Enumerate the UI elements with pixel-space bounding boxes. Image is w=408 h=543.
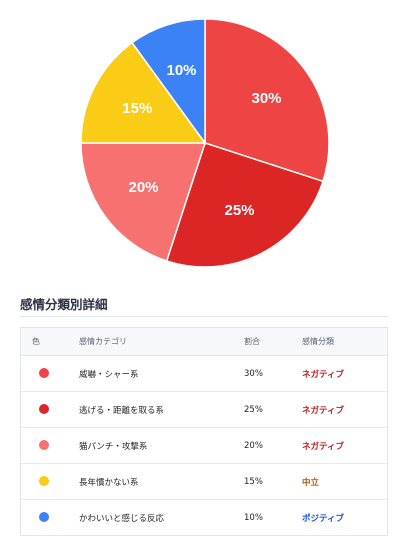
table-row: 長年慣かない系 15% 中立 [21, 463, 387, 500]
header-color: 色 [21, 328, 79, 356]
pie-slice [204, 18, 330, 183]
details-table-container: 色 感情カテゴリ 割合 感情分類 威嚇・シャー系 30% ネガティブ 逃げる・距… [20, 327, 388, 536]
section-title: 感情分類別詳細 [20, 297, 108, 312]
ratio-cell: 25% [244, 391, 302, 428]
pie-slice [165, 142, 324, 268]
classification-cell: ネガティブ [302, 427, 387, 464]
pie-slice-label: 15% [122, 100, 152, 117]
color-cell [21, 355, 79, 392]
emotion-pie-chart: 30% 25% 20% 15% 10% [80, 18, 330, 268]
color-dot [39, 512, 49, 523]
table-row: かわいいと感じる反応 10% ポジティブ [21, 500, 387, 536]
category-cell: かわいいと感じる反応 [79, 513, 165, 524]
pie-slice-label: 25% [224, 202, 254, 219]
table-row: 猫パンチ・攻撃系 20% ネガティブ [21, 427, 387, 464]
classification-cell: ネガティブ [302, 391, 387, 428]
header-category: 感情カテゴリ [79, 328, 244, 356]
pie-slice-label: 30% [251, 90, 281, 107]
color-dot [39, 404, 49, 415]
color-cell [21, 427, 79, 464]
section-divider [20, 316, 388, 317]
classification-cell: ポジティブ [302, 513, 344, 524]
ratio-cell: 30% [244, 355, 302, 392]
table-row: 威嚇・シャー系 30% ネガティブ [21, 355, 387, 392]
ratio-cell: 20% [244, 427, 302, 464]
classification-cell: 中立 [302, 463, 387, 500]
color-dot [39, 440, 49, 451]
color-cell [21, 463, 79, 500]
header-ratio: 割合 [244, 328, 302, 356]
pie-slice [80, 142, 207, 262]
details-table: 色 感情カテゴリ 割合 感情分類 威嚇・シャー系 30% ネガティブ 逃げる・距… [21, 328, 387, 535]
pie-slice [80, 41, 207, 144]
pie-slice [131, 18, 206, 146]
header-classification: 感情分類 [302, 328, 387, 356]
color-dot [39, 476, 49, 487]
classification-cell: ネガティブ [302, 355, 387, 392]
category-cell: 長年慣かない系 [79, 463, 244, 500]
ratio-cell: 15% [244, 463, 302, 500]
table-header-row: 色 感情カテゴリ 割合 感情分類 [21, 328, 387, 356]
table-row: 逃げる・距離を取る系 25% ネガティブ [21, 391, 387, 428]
category-cell: 逃げる・距離を取る系 [79, 391, 244, 428]
pie-slice-label: 10% [166, 62, 196, 79]
table-header: 色 感情カテゴリ 割合 感情分類 [21, 328, 387, 356]
color-cell [21, 500, 79, 536]
pie-slice-label: 20% [128, 179, 158, 196]
table-body: 威嚇・シャー系 30% ネガティブ 逃げる・距離を取る系 25% ネガティブ 猫… [21, 355, 387, 536]
pie-chart-svg: 30% 25% 20% 15% 10% [80, 18, 330, 268]
color-cell [21, 391, 79, 428]
color-dot [39, 368, 49, 379]
category-cell: 猫パンチ・攻撃系 [79, 427, 244, 464]
category-cell: 威嚇・シャー系 [79, 355, 244, 392]
ratio-cell: 10% [244, 512, 263, 523]
